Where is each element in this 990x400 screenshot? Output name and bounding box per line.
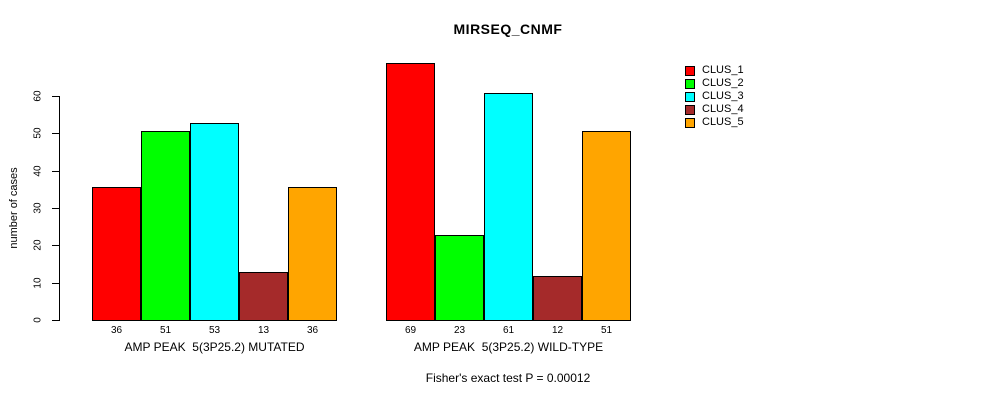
bar-value-label: 36 <box>306 325 319 336</box>
legend-item-clus_2: CLUS_2 <box>685 78 744 89</box>
bar-clus_5-group2 <box>582 131 631 321</box>
y-tick-mark <box>52 283 59 284</box>
group-axis-label-1: AMP PEAK 5(3P25.2) MUTATED <box>124 340 305 354</box>
y-tick-label: 30 <box>32 202 44 214</box>
chart-title: MIRSEQ_CNMF <box>453 21 563 37</box>
y-axis-line <box>59 96 60 321</box>
y-tick-mark <box>52 171 59 172</box>
y-tick-label: 0 <box>32 317 44 323</box>
bar-clus_5-group1 <box>288 187 337 321</box>
legend: CLUS_1 CLUS_2 CLUS_3 CLUS_4 CLUS_5 <box>685 65 744 128</box>
legend-swatch-clus_1 <box>685 65 695 76</box>
bar-value-label: 51 <box>600 325 613 336</box>
caption-fishers-test: Fisher's exact test P = 0.00012 <box>425 371 591 385</box>
y-tick-mark <box>52 133 59 134</box>
bar-value-label: 13 <box>257 325 270 336</box>
y-tick-mark <box>52 245 59 246</box>
y-tick-label: 10 <box>32 277 44 289</box>
bar-clus_3-group1 <box>190 123 239 321</box>
bar-clus_1-group2 <box>386 63 435 321</box>
bar-clus_4-group1 <box>239 272 288 321</box>
legend-swatch-clus_2 <box>685 78 695 89</box>
legend-swatch-clus_3 <box>685 91 695 102</box>
legend-swatch-clus_5 <box>685 117 695 128</box>
bar-clus_4-group2 <box>533 276 582 321</box>
bar-value-label: 61 <box>502 325 515 336</box>
legend-item-clus_1: CLUS_1 <box>685 65 744 76</box>
bar-value-label: 69 <box>404 325 417 336</box>
y-tick-label: 50 <box>32 127 44 139</box>
bar-clus_2-group2 <box>435 235 484 321</box>
legend-label: CLUS_4 <box>702 103 744 115</box>
y-tick-mark <box>52 96 59 97</box>
bar-value-label: 23 <box>453 325 466 336</box>
bar-value-label: 53 <box>208 325 221 336</box>
y-tick-label: 20 <box>32 239 44 251</box>
bar-clus_1-group1 <box>92 187 141 321</box>
y-axis-title: number of cases <box>8 167 20 249</box>
y-tick-mark <box>52 320 59 321</box>
legend-item-clus_3: CLUS_3 <box>685 91 744 102</box>
legend-label: CLUS_1 <box>702 64 744 76</box>
group-axis-label-2: AMP PEAK 5(3P25.2) WILD-TYPE <box>413 340 604 354</box>
legend-label: CLUS_2 <box>702 77 744 89</box>
legend-item-clus_4: CLUS_4 <box>685 104 744 115</box>
legend-item-clus_5: CLUS_5 <box>685 117 744 128</box>
y-tick-mark <box>52 208 59 209</box>
bar-value-label: 12 <box>551 325 564 336</box>
y-tick-label: 40 <box>32 165 44 177</box>
legend-swatch-clus_4 <box>685 104 695 115</box>
bar-clus_2-group1 <box>141 131 190 321</box>
bar-value-label: 36 <box>110 325 123 336</box>
bar-clus_3-group2 <box>484 93 533 321</box>
bar-value-label: 51 <box>159 325 172 336</box>
legend-label: CLUS_5 <box>702 116 744 128</box>
legend-label: CLUS_3 <box>702 90 744 102</box>
y-tick-label: 60 <box>32 90 44 102</box>
